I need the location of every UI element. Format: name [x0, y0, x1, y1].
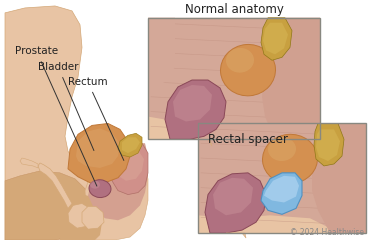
Polygon shape [312, 123, 366, 233]
Polygon shape [38, 163, 72, 208]
Polygon shape [68, 204, 92, 228]
Polygon shape [85, 159, 148, 240]
Ellipse shape [89, 180, 111, 198]
Polygon shape [148, 18, 320, 139]
Text: Rectal spacer: Rectal spacer [208, 133, 288, 146]
Polygon shape [82, 206, 104, 229]
Polygon shape [213, 178, 253, 215]
Text: Prostate: Prostate [15, 46, 97, 186]
Polygon shape [198, 123, 366, 233]
Polygon shape [316, 129, 340, 161]
Polygon shape [205, 173, 266, 233]
Polygon shape [112, 143, 148, 195]
Polygon shape [226, 233, 246, 238]
Polygon shape [261, 18, 292, 60]
Text: Normal anatomy: Normal anatomy [185, 3, 283, 16]
Polygon shape [261, 173, 302, 214]
Polygon shape [262, 18, 320, 139]
Polygon shape [115, 149, 144, 181]
Polygon shape [198, 123, 366, 233]
Text: Bladder: Bladder [38, 62, 94, 150]
Ellipse shape [262, 134, 318, 184]
Polygon shape [20, 158, 38, 168]
Ellipse shape [268, 137, 296, 161]
Polygon shape [5, 6, 90, 240]
Polygon shape [190, 139, 212, 146]
Text: © 2024 Healthwise: © 2024 Healthwise [290, 228, 364, 237]
Polygon shape [148, 18, 320, 139]
Polygon shape [122, 137, 140, 153]
Polygon shape [263, 23, 288, 54]
Polygon shape [264, 176, 299, 203]
Ellipse shape [220, 44, 276, 96]
Polygon shape [5, 171, 90, 240]
Polygon shape [68, 123, 130, 183]
Polygon shape [76, 128, 120, 168]
Polygon shape [314, 123, 344, 166]
Ellipse shape [90, 181, 100, 189]
Polygon shape [165, 80, 226, 139]
Polygon shape [60, 192, 102, 240]
Polygon shape [118, 133, 142, 157]
Text: Rectum: Rectum [68, 77, 124, 161]
Ellipse shape [226, 48, 254, 73]
Bar [198, 123, 366, 233]
Polygon shape [88, 143, 148, 220]
Polygon shape [148, 18, 175, 90]
Bar [148, 18, 320, 139]
Polygon shape [173, 85, 212, 121]
